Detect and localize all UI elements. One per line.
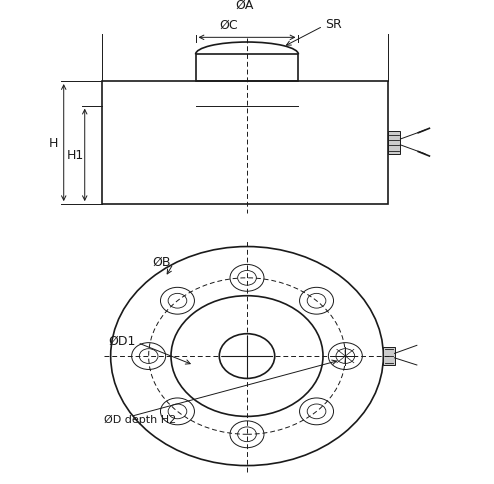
Text: ØD1: ØD1 [108,334,135,347]
Text: ØD depth H2: ØD depth H2 [104,414,176,424]
Text: ØC: ØC [220,18,239,31]
Polygon shape [388,132,400,154]
Text: H1: H1 [66,149,83,162]
Text: SR: SR [325,18,342,31]
Text: ØB: ØB [153,256,171,269]
Text: H: H [49,137,59,150]
Text: ØA: ØA [236,0,254,12]
Polygon shape [383,347,395,366]
